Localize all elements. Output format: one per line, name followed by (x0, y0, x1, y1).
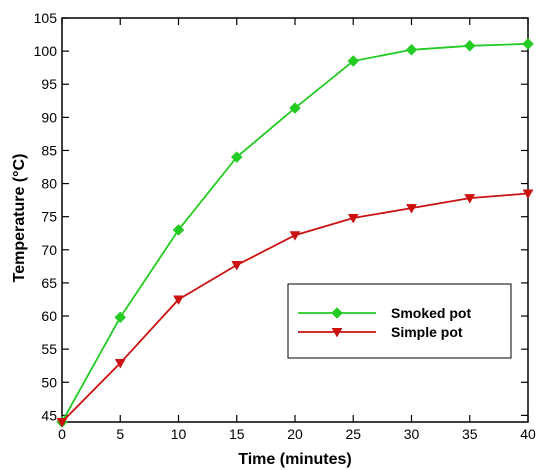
y-tick-label: 95 (41, 76, 57, 92)
y-tick-label: 75 (41, 209, 57, 225)
legend-label: Smoked pot (391, 305, 471, 321)
data-point (231, 261, 243, 271)
legend: Smoked pot Simple pot (287, 283, 512, 359)
y-tick-label: 45 (41, 407, 57, 423)
x-tick-label: 40 (520, 426, 536, 442)
y-tick-label: 105 (34, 10, 58, 26)
legend-box (287, 283, 512, 359)
legend-marker (331, 307, 343, 319)
x-tick-label: 30 (404, 426, 420, 442)
data-point (172, 224, 185, 236)
y-tick-label: 60 (41, 308, 57, 324)
y-axis-title: Temperature (°C) (11, 154, 28, 283)
x-tick-label: 25 (345, 426, 361, 442)
series-layer (56, 37, 534, 428)
x-tick-label: 10 (171, 426, 187, 442)
data-point (56, 418, 68, 428)
data-point (463, 39, 476, 52)
x-axis-title: Time (minutes) (238, 451, 352, 468)
y-tick-label: 55 (41, 341, 57, 357)
x-tick-label: 0 (58, 426, 66, 442)
y-tick-label: 50 (41, 374, 57, 390)
y-tick-label: 90 (41, 109, 57, 125)
y-tick-label: 100 (34, 43, 58, 59)
axes: 0 5 10 15 20 25 30 35 40 45 50 55 60 65 70 75 80 85 90 95 10… (34, 10, 536, 442)
y-tick-label: 65 (41, 275, 57, 291)
data-point (114, 359, 126, 369)
legend-label: Simple pot (391, 324, 463, 340)
data-point (464, 194, 476, 204)
data-point (522, 37, 534, 50)
x-tick-label: 5 (116, 426, 124, 442)
data-point (522, 189, 534, 200)
data-point (173, 295, 184, 305)
data-point (406, 204, 417, 214)
y-tick-label: 70 (41, 242, 57, 258)
series-smoked-pot (56, 37, 534, 428)
x-tick-label: 20 (287, 426, 303, 442)
y-tick-label: 80 (41, 176, 57, 192)
series-simple-pot (56, 189, 534, 428)
x-tick-label: 35 (462, 426, 478, 442)
data-point (289, 102, 301, 114)
legend-marker (331, 328, 343, 338)
data-point (230, 151, 243, 163)
x-tick-label: 15 (229, 426, 245, 442)
y-tick-label: 85 (41, 142, 57, 158)
plot-frame (61, 17, 529, 423)
data-point (289, 231, 301, 241)
data-point (405, 43, 418, 56)
data-point (114, 311, 127, 324)
data-point (347, 55, 360, 67)
data-point (347, 214, 359, 224)
